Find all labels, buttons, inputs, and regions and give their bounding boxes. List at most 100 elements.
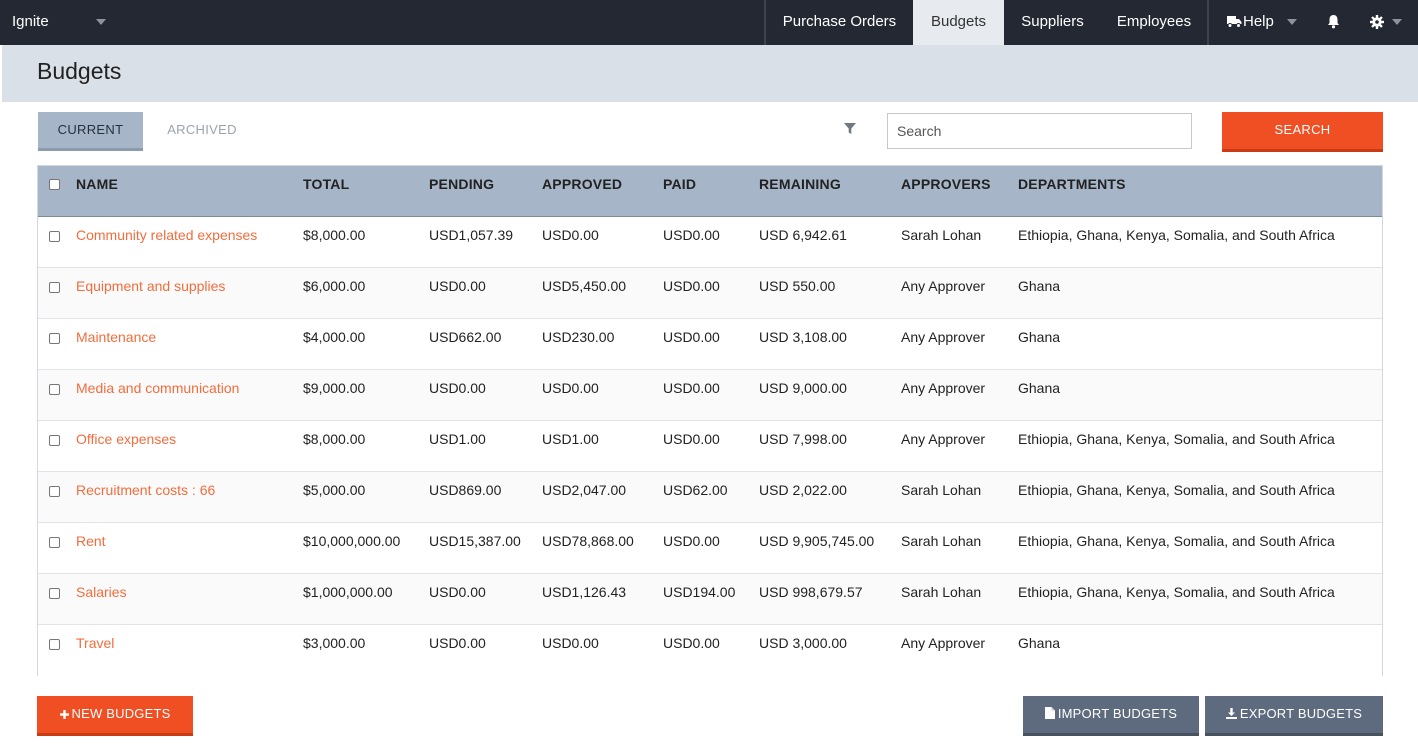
bell-icon[interactable] — [1327, 14, 1340, 29]
cell-total: $9,000.00 — [303, 380, 366, 396]
search-input[interactable] — [887, 113, 1192, 149]
tab-archived[interactable]: ARCHIVED — [167, 122, 237, 137]
cell-pending: USD0.00 — [429, 278, 486, 294]
tab-current[interactable]: CURRENT — [38, 112, 143, 151]
cell-paid: USD62.00 — [663, 482, 728, 498]
cell-total: $8,000.00 — [303, 431, 366, 447]
brand-name[interactable]: Ignite — [12, 13, 49, 30]
cell-approvers: Any Approver — [901, 635, 986, 651]
cell-remaining: USD 9,000.00 — [759, 380, 847, 396]
cell-pending: USD662.00 — [429, 329, 502, 345]
cell-pending: USD1,057.39 — [429, 227, 514, 243]
table-row: Media and communication $9,000.00 USD0.0… — [38, 370, 1382, 421]
cell-approvers: Any Approver — [901, 278, 986, 294]
column-header-approvers[interactable]: APPROVERS — [901, 176, 991, 192]
nav-budgets[interactable]: Budgets — [913, 0, 1004, 45]
nav-suppliers[interactable]: Suppliers — [1021, 13, 1084, 30]
table-row: Rent $10,000,000.00 USD15,387.00 USD78,8… — [38, 523, 1382, 574]
select-all-checkbox[interactable] — [49, 179, 60, 190]
gear-icon[interactable] — [1370, 15, 1384, 29]
budget-name-link[interactable]: Recruitment costs : 66 — [76, 482, 216, 498]
new-budgets-label: NEW BUDGETS — [71, 706, 171, 721]
row-checkbox[interactable] — [49, 231, 60, 242]
cell-paid: USD0.00 — [663, 329, 720, 345]
cell-total: $6,000.00 — [303, 278, 366, 294]
row-checkbox[interactable] — [49, 435, 60, 446]
cell-remaining: USD 9,905,745.00 — [759, 533, 875, 549]
cell-paid: USD194.00 — [663, 584, 736, 600]
new-budgets-button[interactable]: NEW BUDGETS — [37, 696, 193, 736]
file-icon — [1044, 707, 1055, 719]
row-checkbox[interactable] — [49, 282, 60, 293]
cell-approvers: Any Approver — [901, 380, 986, 396]
cell-paid: USD0.00 — [663, 380, 720, 396]
export-budgets-label: EXPORT BUDGETS — [1239, 706, 1363, 721]
table-row: Recruitment costs : 66 $5,000.00 USD869.… — [38, 472, 1382, 523]
help-caret-down-icon[interactable] — [1287, 19, 1297, 25]
cell-approved: USD78,868.00 — [542, 533, 634, 549]
row-checkbox[interactable] — [49, 486, 60, 497]
cell-pending: USD15,387.00 — [429, 533, 521, 549]
cell-approvers: Sarah Lohan — [901, 584, 982, 600]
cell-remaining: USD 6,942.61 — [759, 227, 847, 243]
cell-approved: USD2,047.00 — [542, 482, 627, 498]
truck-icon[interactable] — [1227, 15, 1242, 28]
cell-remaining: USD 3,108.00 — [759, 329, 847, 345]
column-header-paid[interactable]: PAID — [663, 176, 697, 192]
cell-departments: Ethiopia, Ghana, Kenya, Somalia, and Sou… — [1018, 431, 1335, 447]
row-checkbox[interactable] — [49, 588, 60, 599]
column-header-name[interactable]: NAME — [76, 176, 119, 192]
cell-approvers: Any Approver — [901, 329, 986, 345]
settings-caret-down-icon[interactable] — [1392, 19, 1402, 25]
column-header-total[interactable]: TOTAL — [303, 176, 350, 192]
cell-approvers: Any Approver — [901, 431, 986, 447]
row-checkbox[interactable] — [49, 333, 60, 344]
budget-name-link[interactable]: Community related expenses — [76, 227, 258, 243]
cell-total: $1,000,000.00 — [303, 584, 393, 600]
column-header-approved[interactable]: APPROVED — [542, 176, 623, 192]
cell-approved: USD0.00 — [542, 635, 599, 651]
table-row: Maintenance $4,000.00 USD662.00 USD230.0… — [38, 319, 1382, 370]
cell-remaining: USD 998,679.57 — [759, 584, 863, 600]
table-row: Equipment and supplies $6,000.00 USD0.00… — [38, 268, 1382, 319]
column-header-departments[interactable]: DEPARTMENTS — [1018, 176, 1126, 192]
budget-name-link[interactable]: Travel — [76, 635, 115, 651]
cell-departments: Ghana — [1018, 329, 1061, 345]
row-checkbox[interactable] — [49, 384, 60, 395]
cell-pending: USD0.00 — [429, 380, 486, 396]
top-navbar: Ignite Purchase Orders Budgets Suppliers… — [0, 0, 1418, 45]
budget-name-link[interactable]: Salaries — [76, 584, 127, 600]
page-header: Budgets — [2, 45, 1418, 102]
budget-name-link[interactable]: Office expenses — [76, 431, 177, 447]
cell-paid: USD0.00 — [663, 278, 720, 294]
budget-name-link[interactable]: Media and communication — [76, 380, 240, 396]
filter-icon[interactable] — [843, 122, 857, 136]
budget-name-link[interactable]: Rent — [76, 533, 106, 549]
table-row: Salaries $1,000,000.00 USD0.00 USD1,126.… — [38, 574, 1382, 625]
nav-help[interactable]: Help — [1243, 13, 1274, 30]
cell-departments: Ethiopia, Ghana, Kenya, Somalia, and Sou… — [1018, 227, 1335, 243]
nav-employees[interactable]: Employees — [1116, 13, 1192, 30]
cell-approvers: Sarah Lohan — [901, 533, 982, 549]
cell-pending: USD0.00 — [429, 635, 486, 651]
cell-approved: USD5,450.00 — [542, 278, 627, 294]
import-budgets-label: IMPORT BUDGETS — [1057, 706, 1178, 721]
import-budgets-button[interactable]: IMPORT BUDGETS — [1023, 696, 1199, 736]
export-budgets-button[interactable]: EXPORT BUDGETS — [1205, 696, 1383, 736]
cell-departments: Ghana — [1018, 380, 1061, 396]
budget-name-link[interactable]: Equipment and supplies — [76, 278, 226, 294]
brand-caret-down-icon[interactable] — [96, 19, 106, 25]
cell-remaining: USD 7,998.00 — [759, 431, 847, 447]
column-header-pending[interactable]: PENDING — [429, 176, 495, 192]
budget-name-link[interactable]: Maintenance — [76, 329, 157, 345]
download-icon — [1225, 708, 1237, 719]
table-header: NAME TOTAL PENDING APPROVED PAID REMAINI… — [38, 166, 1382, 217]
cell-departments: Ghana — [1018, 635, 1061, 651]
column-header-remaining[interactable]: REMAINING — [759, 176, 841, 192]
row-checkbox[interactable] — [49, 639, 60, 650]
nav-purchase-orders[interactable]: Purchase Orders — [782, 13, 897, 30]
cell-departments: Ethiopia, Ghana, Kenya, Somalia, and Sou… — [1018, 533, 1335, 549]
search-button[interactable]: SEARCH — [1222, 112, 1383, 152]
row-checkbox[interactable] — [49, 537, 60, 548]
cell-approved: USD1,126.43 — [542, 584, 627, 600]
